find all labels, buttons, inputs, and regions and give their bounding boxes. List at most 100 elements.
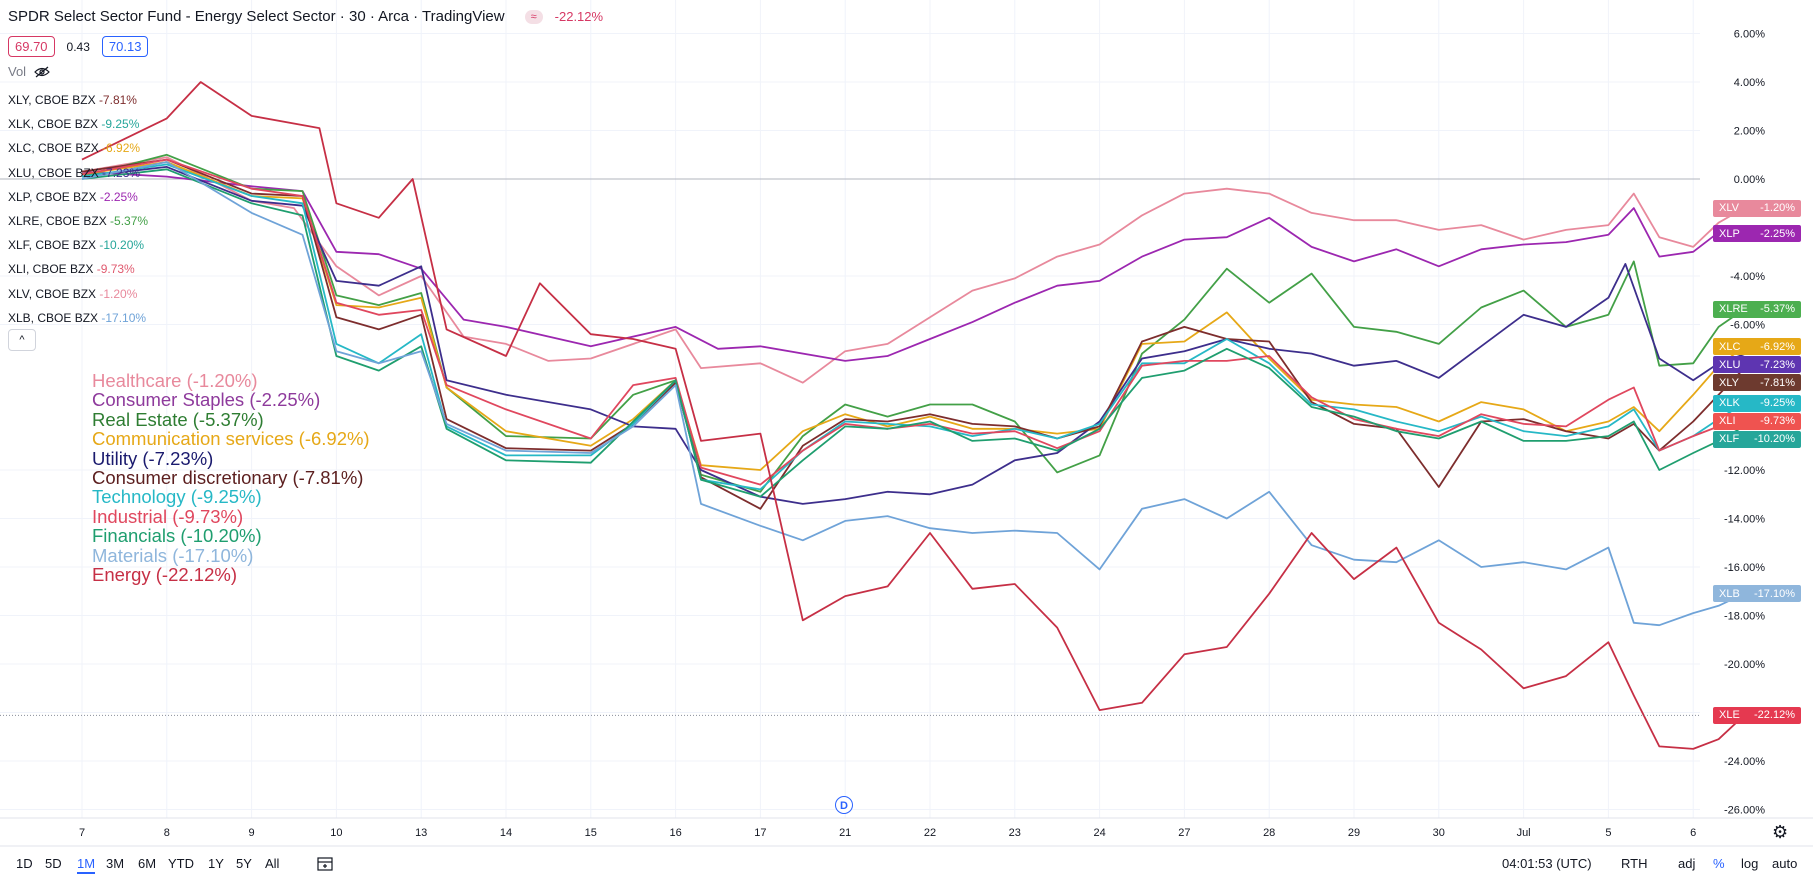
chart-header: SPDR Select Sector Fund - Energy Select …	[8, 8, 603, 25]
timeframe-1m[interactable]: 1M	[77, 856, 96, 874]
compare-badge[interactable]: ≈	[524, 9, 543, 24]
adj-button[interactable]: adj	[1678, 856, 1696, 871]
price-tag-symbol: XLI	[1719, 415, 1736, 428]
x-tick-label: 30	[1433, 827, 1445, 839]
y-tick-label: 6.00%	[1734, 29, 1765, 41]
symbol-name: XLRE, CBOE BZX	[8, 214, 111, 229]
auto-button[interactable]: auto	[1772, 856, 1798, 871]
timeframe-5y[interactable]: 5Y	[236, 856, 252, 871]
symbol-row[interactable]: XLB, CBOE BZX -17.10%	[8, 306, 148, 330]
x-tick-label: 28	[1263, 827, 1275, 839]
bid-button[interactable]: 69.70	[8, 36, 55, 57]
price-tag-xly: XLY -7.81%	[1713, 374, 1801, 392]
date-range-icon[interactable]	[316, 856, 334, 872]
bottom-toolbar: 1D 5D 1M 3M 6M YTD 1Y 5Y All 04:01:53 (UTC) RTH …	[0, 844, 1813, 882]
symbol-row[interactable]: XLC, CBOE BZX -6.92%	[8, 136, 148, 160]
x-tick-label: 14	[500, 827, 512, 839]
x-tick-label: 29	[1348, 827, 1360, 839]
symbol-name: XLK, CBOE BZX	[8, 117, 102, 132]
symbol-row[interactable]: XLV, CBOE BZX -1.20%	[8, 282, 148, 306]
series-line-xlk[interactable]	[81, 163, 1745, 491]
legend-entry: Financials (-10.20%)	[92, 525, 262, 547]
timeframe-5d[interactable]: 5D	[45, 856, 62, 871]
bid-ask-row: 69.70 0.43 70.13	[8, 36, 149, 57]
settings-gear-icon[interactable]: ⚙	[1772, 822, 1789, 842]
symbol-row[interactable]: XLI, CBOE BZX -9.73%	[8, 257, 148, 281]
symbol-list: XLY, CBOE BZX -7.81% XLK, CBOE BZX -9.25%…	[8, 88, 148, 330]
symbol-row[interactable]: XLP, CBOE BZX -2.25%	[8, 185, 148, 209]
symbol-name: XLP, CBOE BZX	[8, 189, 100, 204]
price-tag-symbol: XLV	[1719, 202, 1739, 215]
price-tag-value: -7.23%	[1760, 358, 1795, 371]
volume-label: Vol	[8, 64, 27, 79]
symbol-name: XLC, CBOE BZX	[8, 141, 103, 156]
series-line-xlv[interactable]	[81, 156, 1745, 384]
series-line-xli[interactable]	[81, 158, 1745, 486]
x-tick-label: 7	[79, 827, 85, 839]
series-line-xly[interactable]	[81, 158, 1745, 510]
y-tick-label: -24.00%	[1724, 756, 1765, 768]
symbol-name: XLU, CBOE BZX	[8, 165, 103, 180]
timeframe-all[interactable]: All	[265, 856, 280, 871]
price-tag-value: -9.25%	[1760, 397, 1795, 410]
series-line-xlb[interactable]	[81, 161, 1745, 627]
timeframe-ytd[interactable]: YTD	[168, 856, 194, 871]
legend-entry: Consumer Staples (-2.25%)	[92, 389, 321, 411]
symbol-change: -9.25%	[101, 117, 140, 132]
symbol-change: -6.92%	[102, 141, 141, 156]
timeframe-6m[interactable]: 6M	[138, 856, 157, 871]
symbol-name: XLY, CBOE BZX	[8, 93, 99, 107]
symbol-change: -2.25%	[99, 189, 138, 204]
price-tag-value: -6.92%	[1760, 340, 1795, 353]
x-tick-label: 27	[1178, 827, 1190, 839]
symbol-name: XLV, CBOE BZX	[8, 286, 100, 301]
series-line-xle[interactable]	[81, 81, 1745, 750]
x-tick-label: 9	[249, 827, 255, 839]
symbol-row[interactable]: XLK, CBOE BZX -9.25%	[8, 112, 148, 136]
symbol-row[interactable]: XLU, CBOE BZX -7.23%	[8, 161, 148, 185]
price-tag-xli: XLI -9.73%	[1713, 412, 1801, 430]
legend-entry: Utility (-7.23%)	[92, 447, 214, 469]
series-line-xlu[interactable]	[81, 165, 1745, 505]
session-button[interactable]: RTH	[1621, 856, 1648, 871]
symbol-row[interactable]: XLF, CBOE BZX -10.20%	[8, 233, 148, 257]
timeframe-1d[interactable]: 1D	[16, 856, 33, 871]
price-tag-symbol: XLE	[1719, 709, 1740, 722]
symbol-change: -1.20%	[99, 286, 138, 301]
x-axis[interactable]: 7 8 9 10 13 14 15 16 17 21 22 23 24 27 28 29 30 Jul 5 6	[79, 827, 1696, 839]
x-tick-label: 5	[1605, 827, 1611, 839]
x-tick-label: 15	[585, 827, 597, 839]
symbol-name: XLF, CBOE BZX	[8, 238, 100, 253]
price-tag-xlc: XLC -6.92%	[1713, 338, 1801, 356]
log-button[interactable]: log	[1741, 856, 1759, 871]
symbol-change: -5.37%	[110, 214, 149, 229]
x-tick-label: 10	[330, 827, 342, 839]
percent-button[interactable]: %	[1713, 856, 1725, 871]
symbol-change: -17.10%	[101, 310, 147, 325]
dividend-marker[interactable]: D	[835, 796, 853, 814]
symbol-name: XLB, CBOE BZX	[8, 310, 102, 325]
volume-row[interactable]: Vol	[8, 64, 50, 79]
y-tick-label: 0.00%	[1734, 174, 1765, 186]
legend-entry: Healthcare (-1.20%)	[92, 370, 258, 391]
symbol-name: XLI, CBOE BZX	[8, 262, 97, 277]
timeframe-3m[interactable]: 3M	[106, 856, 125, 871]
legend-entry: Materials (-17.10%)	[92, 544, 254, 566]
price-tag-xlu: XLU -7.23%	[1713, 356, 1801, 374]
clock-time[interactable]: 04:01:53 (UTC)	[1502, 856, 1592, 871]
symbol-row[interactable]: XLRE, CBOE BZX -5.37%	[8, 209, 148, 233]
price-tag-symbol: XLP	[1719, 227, 1740, 240]
y-tick-label: -12.00%	[1724, 465, 1765, 477]
ask-button[interactable]: 70.13	[101, 36, 149, 57]
price-tag-xlp: XLP -2.25%	[1713, 225, 1801, 243]
symbol-row[interactable]: XLY, CBOE BZX -7.81%	[8, 88, 148, 112]
timeframe-1y[interactable]: 1Y	[208, 856, 224, 871]
collapse-button[interactable]: ^	[8, 329, 36, 351]
y-tick-label: -6.00%	[1730, 320, 1765, 332]
price-tag-value: -7.81%	[1760, 376, 1795, 389]
legend-entry: Consumer discretionary (-7.81%)	[92, 467, 364, 489]
price-tag-symbol: XLU	[1719, 358, 1741, 371]
hidden-eye-icon[interactable]	[34, 66, 50, 78]
y-tick-label: -20.00%	[1724, 659, 1765, 671]
